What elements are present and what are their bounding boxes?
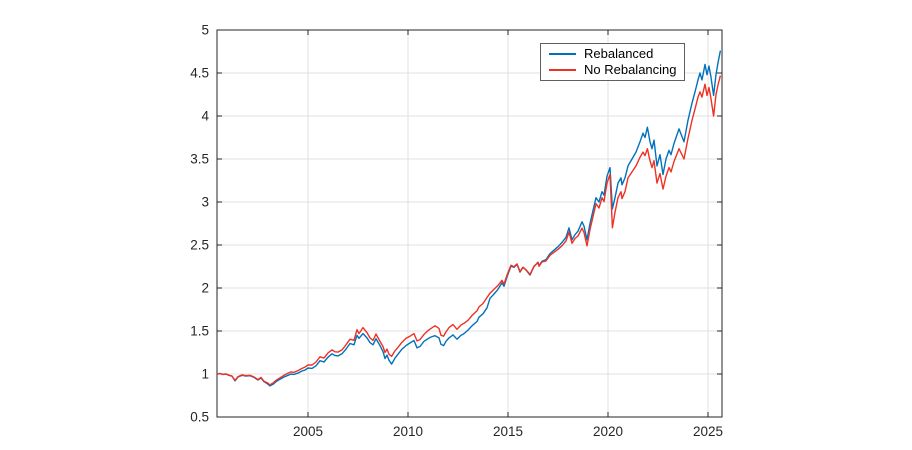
legend-entry-no-rebalancing: No Rebalancing [549, 62, 678, 78]
y-tick-label: 4.5 [190, 66, 209, 81]
y-tick-label: 2.5 [190, 238, 209, 253]
x-tick-label: 2005 [293, 424, 323, 439]
y-tick-label: 0.5 [190, 410, 209, 425]
plot-border [216, 29, 723, 418]
x-tick-label: 2025 [693, 424, 723, 439]
series-line-rebalanced [216, 50, 722, 387]
y-tick-label: 1.5 [190, 324, 209, 339]
y-tick-label: 1 [201, 367, 209, 382]
x-tick-label: 2015 [493, 424, 523, 439]
y-tick-label: 3 [201, 195, 209, 210]
legend-label-no-rebalancing: No Rebalancing [584, 62, 677, 77]
legend-label-rebalanced: Rebalanced [584, 46, 654, 61]
x-tick-label: 2010 [393, 424, 423, 439]
y-tick-label: 2 [201, 281, 209, 296]
legend-line-no-rebalancing-icon [549, 69, 576, 71]
y-tick-label: 3.5 [190, 152, 209, 167]
y-tick-label: 4 [201, 109, 209, 124]
legend-entry-rebalanced: Rebalanced [549, 46, 678, 62]
legend-line-rebalanced-icon [549, 53, 576, 55]
y-tick-label: 5 [201, 23, 209, 38]
series-line-no-rebalancing [216, 75, 722, 386]
x-tick-label: 2020 [593, 424, 623, 439]
legend: Rebalanced No Rebalancing [540, 43, 685, 81]
